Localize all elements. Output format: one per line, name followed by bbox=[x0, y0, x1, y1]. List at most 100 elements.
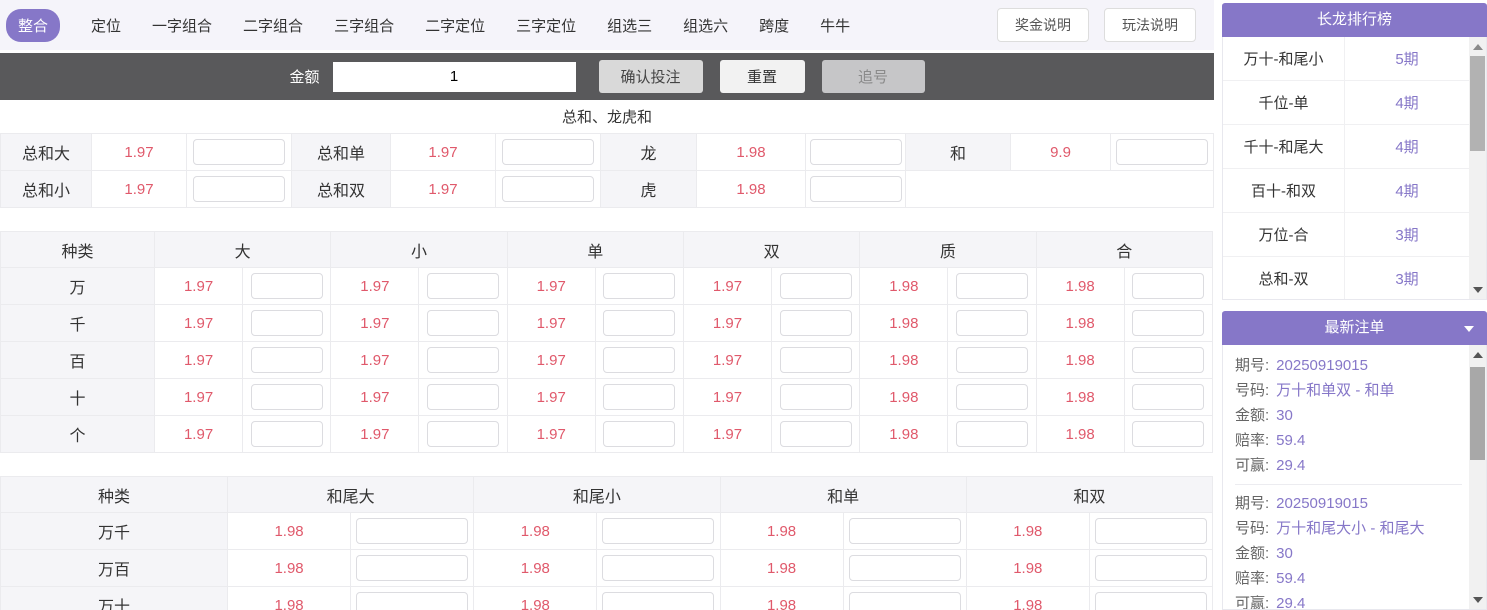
bet-input[interactable] bbox=[502, 176, 594, 202]
confirm-bet-button[interactable]: 确认投注 bbox=[598, 60, 703, 93]
bet-input[interactable] bbox=[1094, 518, 1207, 544]
bet-input[interactable] bbox=[502, 139, 594, 165]
odds-value: 1.97 bbox=[330, 341, 420, 379]
pair-label: 万百 bbox=[0, 549, 228, 587]
bet-input[interactable] bbox=[603, 421, 676, 447]
odds-value: 9.9 bbox=[1010, 133, 1111, 171]
bet-input[interactable] bbox=[955, 347, 1028, 373]
bet-input[interactable] bbox=[955, 384, 1028, 410]
bet-input[interactable] bbox=[250, 347, 323, 373]
bet-input[interactable] bbox=[603, 347, 676, 373]
tab-zuxuan-san[interactable]: 组选三 bbox=[607, 17, 653, 35]
bet-input[interactable] bbox=[427, 310, 500, 336]
bet-input[interactable] bbox=[779, 310, 852, 336]
bet-input[interactable] bbox=[779, 384, 852, 410]
tab-zuxuan-liu[interactable]: 组选六 bbox=[683, 17, 729, 35]
tab-niuniu[interactable]: 牛牛 bbox=[820, 17, 851, 35]
bet-input[interactable] bbox=[427, 347, 500, 373]
table-header-row: 种类 大 小 单 双 质 合 bbox=[0, 231, 1214, 268]
bet-input[interactable] bbox=[955, 273, 1028, 299]
bet-input[interactable] bbox=[427, 273, 500, 299]
bet-input[interactable] bbox=[1132, 421, 1205, 447]
bet-input[interactable] bbox=[848, 555, 961, 581]
ranking-scrollbar[interactable] bbox=[1469, 37, 1486, 299]
ranking-panel-header: 长龙排行榜 bbox=[1222, 3, 1487, 37]
bet-input[interactable] bbox=[779, 273, 852, 299]
position-odds-table: 种类 大 小 单 双 质 合 万 1.97 1.97 1.97 1.97 1.9… bbox=[0, 231, 1214, 453]
amount-label: 金额 bbox=[289, 69, 320, 86]
bet-input[interactable] bbox=[356, 592, 469, 610]
column-header: 质 bbox=[859, 231, 1037, 268]
scrollbar-thumb[interactable] bbox=[1470, 56, 1485, 151]
bet-input[interactable] bbox=[427, 384, 500, 410]
scrollbar-thumb[interactable] bbox=[1470, 367, 1485, 460]
tab-erzi-zuhe[interactable]: 二字组合 bbox=[243, 17, 304, 35]
bet-input[interactable] bbox=[193, 176, 285, 202]
bet-input[interactable] bbox=[809, 139, 902, 165]
bet-input[interactable] bbox=[1132, 273, 1205, 299]
bet-input[interactable] bbox=[603, 273, 676, 299]
bet-input[interactable] bbox=[955, 310, 1028, 336]
bet-input[interactable] bbox=[1132, 347, 1205, 373]
odds-value: 1.98 bbox=[1035, 415, 1125, 453]
section-title: 总和、龙虎和 bbox=[561, 109, 652, 126]
odds-value: 1.98 bbox=[1035, 304, 1125, 342]
bet-input[interactable] bbox=[250, 310, 323, 336]
bet-input[interactable] bbox=[1132, 310, 1205, 336]
bet-input[interactable] bbox=[1132, 384, 1205, 410]
latest-bets-scrollbar[interactable] bbox=[1469, 345, 1486, 609]
scroll-up-icon[interactable] bbox=[1469, 346, 1486, 363]
bet-input[interactable] bbox=[848, 592, 961, 610]
odds-value: 1.97 bbox=[506, 378, 596, 416]
play-info-button[interactable]: 玩法说明 bbox=[1104, 8, 1196, 42]
bet-input[interactable] bbox=[603, 384, 676, 410]
tab-kuadu[interactable]: 跨度 bbox=[759, 17, 790, 35]
bet-input[interactable] bbox=[356, 555, 469, 581]
odds-value: 1.97 bbox=[153, 304, 244, 342]
tab-erzi-dingwei[interactable]: 二字定位 bbox=[425, 17, 486, 35]
bet-input[interactable] bbox=[602, 518, 715, 544]
bet-input[interactable] bbox=[602, 555, 715, 581]
bet-type-label: 总和大 bbox=[0, 133, 92, 171]
bet-input[interactable] bbox=[193, 139, 285, 165]
bet-input[interactable] bbox=[356, 518, 469, 544]
bet-input[interactable] bbox=[1094, 555, 1207, 581]
bet-input[interactable] bbox=[1116, 139, 1208, 165]
odds-value: 59.4 bbox=[1276, 432, 1306, 449]
bet-input[interactable] bbox=[427, 421, 500, 447]
bet-input[interactable] bbox=[955, 421, 1028, 447]
bet-input[interactable] bbox=[250, 273, 323, 299]
odds-value: 1.97 bbox=[91, 133, 187, 171]
chase-number-button[interactable]: 追号 bbox=[821, 60, 925, 93]
tab-yizi-zuhe[interactable]: 一字组合 bbox=[152, 17, 213, 35]
number-value: 万十和单双 - 和单 bbox=[1276, 382, 1395, 399]
bet-input[interactable] bbox=[848, 518, 961, 544]
bet-input[interactable] bbox=[250, 384, 323, 410]
bet-input[interactable] bbox=[250, 421, 323, 447]
bet-input[interactable] bbox=[602, 592, 715, 610]
scroll-down-icon[interactable] bbox=[1469, 281, 1486, 298]
odds-value: 1.98 bbox=[696, 170, 806, 208]
bet-input[interactable] bbox=[603, 310, 676, 336]
bet-input[interactable] bbox=[779, 421, 852, 447]
bonus-info-button[interactable]: 奖金说明 bbox=[997, 8, 1089, 42]
bet-input[interactable] bbox=[809, 176, 902, 202]
tab-sanzi-dingwei[interactable]: 三字定位 bbox=[516, 17, 577, 35]
bet-input[interactable] bbox=[1094, 592, 1207, 610]
column-header: 双 bbox=[682, 231, 861, 268]
amount-input[interactable] bbox=[332, 61, 576, 92]
scroll-down-icon[interactable] bbox=[1469, 591, 1486, 608]
bet-input[interactable] bbox=[779, 347, 852, 373]
odds-value: 1.97 bbox=[153, 267, 244, 305]
bet-entry: 期号: 20250919015 号码: 万十和尾大小 - 和尾大 金额: 30 赔率:… bbox=[1235, 484, 1462, 609]
tab-zhenghe[interactable]: 整合 bbox=[6, 8, 61, 42]
reset-button[interactable]: 重置 bbox=[719, 60, 805, 93]
bet-type-label: 虎 bbox=[600, 170, 697, 208]
tab-dingwei[interactable]: 定位 bbox=[91, 17, 122, 35]
column-header: 和尾小 bbox=[473, 476, 721, 513]
latest-bets-header: 最新注单 bbox=[1222, 311, 1487, 345]
scroll-up-icon[interactable] bbox=[1469, 38, 1486, 55]
tab-sanzi-zuhe[interactable]: 三字组合 bbox=[334, 17, 395, 35]
chevron-down-icon[interactable] bbox=[1464, 326, 1474, 332]
betting-main-panel: 整合 定位 一字组合 二字组合 三字组合 二字定位 三字定位 组选三 组选六 跨… bbox=[0, 0, 1214, 610]
